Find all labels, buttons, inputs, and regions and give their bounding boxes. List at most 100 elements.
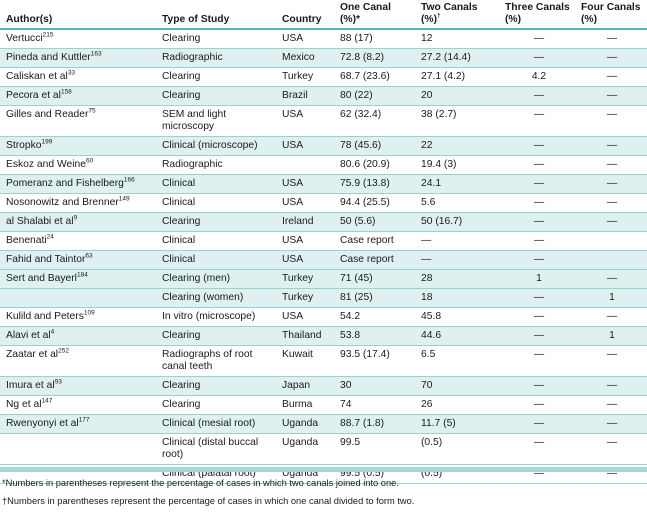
cell-type: Clinical [158, 193, 278, 213]
cell-two-canals: 19.4 (3) [417, 155, 501, 175]
cell-type: Radiographic [158, 48, 278, 68]
cell-country: Ireland [278, 212, 336, 232]
cell-three-canals: — [501, 155, 577, 175]
cell-type: Clearing [158, 395, 278, 415]
cell-country [278, 155, 336, 175]
reference-number: 177 [78, 416, 90, 424]
header-author: Author(s) [0, 0, 158, 30]
reference-number: 163 [90, 50, 102, 58]
author-name: al Shalabi et al [6, 216, 74, 227]
table-row: Rwenyonyi et al177 Clinical (mesial root)… [0, 414, 647, 434]
author-name: Zaatar et al [6, 349, 59, 360]
cell-country: Turkey [278, 269, 336, 289]
cell-author: Fahid and Taintor63 [0, 250, 158, 270]
cell-two-canals: 12 [417, 29, 501, 49]
cell-two-canals: 28 [417, 269, 501, 289]
table-bottom-rule [0, 467, 647, 472]
author-name: Alavi et al [6, 330, 51, 341]
cell-four-canals: — [577, 48, 647, 68]
table-row: Zaatar et al252 Radiographs of root canal… [0, 345, 647, 377]
cell-three-canals: — [501, 395, 577, 415]
cell-three-canals: — [501, 250, 577, 270]
header-one-mark: * [356, 14, 361, 25]
cell-type: Clinical (mesial root) [158, 414, 278, 434]
header-type: Type of Study [158, 0, 278, 30]
cell-three-canals: — [501, 193, 577, 213]
author-name: Rwenyonyi et al [6, 418, 79, 429]
cell-country: Thailand [278, 326, 336, 346]
cell-author: Eskoz and Weine60 [0, 155, 158, 175]
cell-four-canals: — [577, 414, 647, 434]
cell-author: Pecora et al158 [0, 86, 158, 106]
cell-four-canals [577, 250, 647, 270]
cell-three-canals: — [501, 433, 577, 465]
author-name: Pomeranz and Fishelberg [6, 178, 124, 189]
cell-type: Clearing [158, 326, 278, 346]
cell-three-canals: — [501, 345, 577, 377]
cell-country: USA [278, 105, 336, 137]
cell-author: Gilles and Reader75 [0, 105, 158, 137]
table-row: Pomeranz and Fishelberg166 Clinical USA 75.… [0, 174, 647, 194]
cell-two-canals: — [417, 231, 501, 251]
cell-two-canals: 50 (16.7) [417, 212, 501, 232]
table-row: Kulild and Peters109 In vitro (microscope… [0, 307, 647, 327]
cell-three-canals: — [501, 48, 577, 68]
reference-number: 149 [118, 195, 130, 203]
header-two-mark: † [437, 12, 441, 20]
header-three-canals: Three Canals (%) [501, 0, 577, 30]
table-row: Sert and Bayerl184 Clearing (men) Turkey 71… [0, 269, 647, 289]
reference-number: 63 [85, 252, 93, 260]
cell-type: Clinical [158, 231, 278, 251]
cell-country: Brazil [278, 86, 336, 106]
cell-one-canal: 54.2 [336, 307, 417, 327]
table-body: Vertucci215 Clearing USA 88 (17) 12— — Pineda … [0, 29, 647, 484]
author-name: Eskoz and Weine [6, 159, 86, 170]
cell-one-canal: 74 [336, 395, 417, 415]
reference-number: 252 [58, 347, 69, 355]
reference-number: 109 [83, 309, 95, 317]
author-name: Pecora et al [6, 90, 61, 101]
cell-type: Clinical (microscope) [158, 136, 278, 156]
cell-one-canal: 50 (5.6) [336, 212, 417, 232]
table-row: Nosonowitz and Brenner149 Clinical USA 94.4… [0, 193, 647, 213]
reference-number: 33 [67, 69, 76, 77]
cell-one-canal: 94.4 (25.5) [336, 193, 417, 213]
cell-country: USA [278, 231, 336, 251]
cell-four-canals: — [577, 29, 647, 49]
table-row: Pecora et al158 Clearing Brazil 80 (22) 20— — [0, 86, 647, 106]
cell-author: Ng et al147 [0, 395, 158, 415]
cell-two-canals: 45.8 [417, 307, 501, 327]
cell-country: Mexico [278, 48, 336, 68]
cell-country: Turkey [278, 67, 336, 87]
table-row: Caliskan et al33 Clearing Turkey 68.7 (23.6… [0, 67, 647, 87]
cell-one-canal: 53.8 [336, 326, 417, 346]
cell-country: USA [278, 136, 336, 156]
cell-three-canals: — [501, 414, 577, 434]
cell-one-canal: 99.5 [336, 433, 417, 465]
table-row: Benenati24 Clinical USA Case report — — [0, 231, 647, 251]
cell-author: Benenati24 [0, 231, 158, 251]
cell-three-canals: — [501, 212, 577, 232]
table-row: Alavi et al4 Clearing Thailand 53.8 44.6—1 [0, 326, 647, 346]
cell-two-canals: 27.1 (4.2) [417, 67, 501, 87]
cell-author: Imura et al93 [0, 376, 158, 396]
table-row: Gilles and Reader75 SEM and light microsc… [0, 105, 647, 137]
cell-country: USA [278, 174, 336, 194]
author-name: Ng et al [6, 399, 42, 410]
author-name: Fahid and Taintor [6, 254, 86, 265]
reference-number: 166 [123, 176, 135, 184]
cell-two-canals: 26 [417, 395, 501, 415]
cell-country: Japan [278, 376, 336, 396]
cell-country: Turkey [278, 288, 336, 308]
cell-type: Clearing (men) [158, 269, 278, 289]
cell-four-canals: — [577, 174, 647, 194]
author-name: Benenati [6, 235, 47, 246]
cell-four-canals: 1 [577, 288, 647, 308]
cell-two-canals: 18 [417, 288, 501, 308]
cell-one-canal: 75.9 (13.8) [336, 174, 417, 194]
table-row: al Shalabi et al9 Clearing Ireland 50 (5.6)… [0, 212, 647, 232]
cell-one-canal: 72.8 (8.2) [336, 48, 417, 68]
cell-two-canals: 6.5 [417, 345, 501, 377]
cell-author: al Shalabi et al9 [0, 212, 158, 232]
header-country: Country [278, 0, 336, 30]
